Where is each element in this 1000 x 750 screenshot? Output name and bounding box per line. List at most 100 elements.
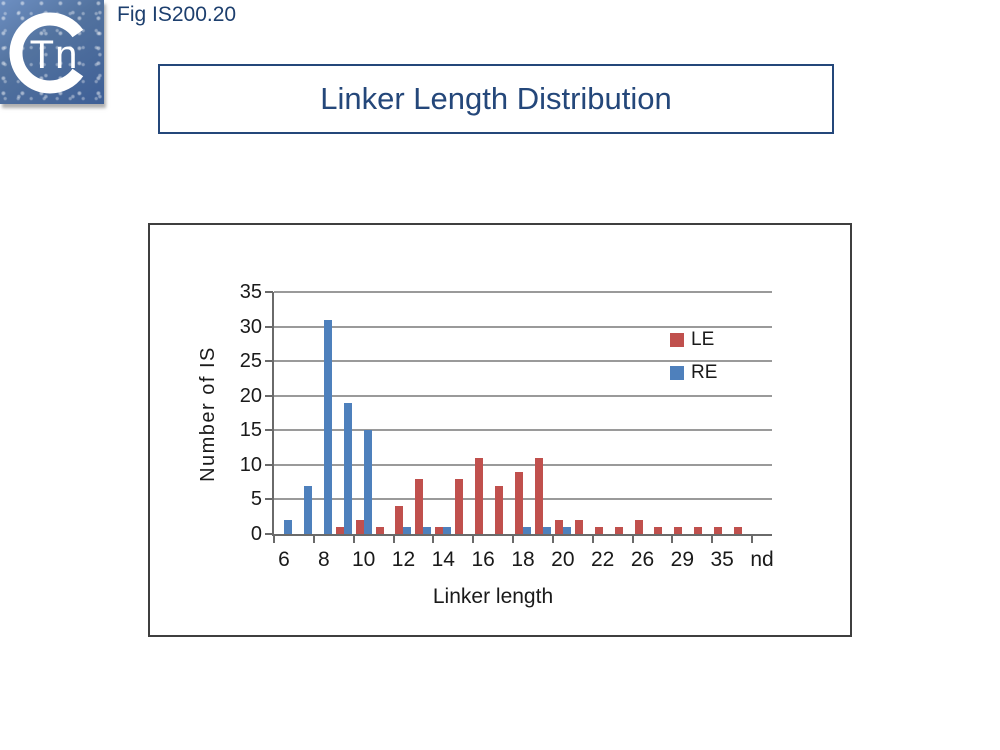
x-tick-4 [432, 536, 435, 543]
x-tick-10 [671, 536, 674, 543]
x-tick-label-nd: nd [750, 548, 774, 571]
gridline-35 [274, 291, 772, 293]
bar-le-29 [674, 527, 683, 534]
bar-le-17 [495, 486, 504, 534]
bar-le-14 [435, 527, 444, 534]
bar-le-15 [455, 479, 464, 534]
x-tick-label-22: 22 [590, 548, 615, 571]
x-axis-title: Linker length [432, 585, 554, 608]
x-tick-label-35: 35 [710, 548, 734, 571]
y-tick-5 [265, 498, 273, 501]
x-tick-label-20: 20 [551, 548, 575, 571]
legend-label-le: LE [691, 329, 715, 350]
bar-le-18 [515, 472, 523, 534]
x-tick-6 [512, 536, 515, 543]
x-tick-label-18: 18 [511, 548, 535, 571]
bar-re-7 [303, 486, 312, 534]
x-tick-11 [711, 536, 714, 543]
y-tick-label-10: 10 [239, 453, 262, 476]
gridline-5 [274, 498, 772, 501]
bar-le-21 [574, 520, 583, 534]
x-tick-1 [312, 536, 315, 543]
gridline-20 [274, 394, 772, 397]
x-tick-label-29: 29 [670, 548, 695, 571]
x-tick-7 [551, 536, 554, 543]
x-tick-0 [273, 536, 275, 543]
bar-re-9 [343, 403, 352, 534]
x-tick-9 [631, 536, 634, 543]
logo-c-ring-icon [9, 12, 91, 94]
bar-le-9 [335, 527, 344, 534]
legend-label-re: RE [691, 362, 718, 383]
y-tick-label-0: 0 [250, 523, 262, 545]
y-tick-25 [265, 360, 273, 363]
y-tick-15 [265, 429, 273, 432]
x-tick-label-12: 12 [391, 548, 416, 571]
y-tick-label-15: 15 [239, 419, 262, 442]
legend: LE RE [670, 329, 717, 395]
y-tick-35 [265, 291, 273, 293]
bar-le-26 [634, 520, 643, 534]
bar-re-20 [562, 527, 571, 534]
x-axis-line [272, 534, 772, 536]
y-tick-label-35: 35 [239, 281, 262, 303]
bar-re-6 [283, 520, 292, 534]
bar-le-35 [714, 527, 723, 534]
gridline-15 [274, 429, 772, 432]
gridline-25 [274, 360, 772, 363]
bar-re-18 [523, 527, 531, 534]
bar-le-slot19 [654, 527, 663, 534]
x-tick-label-6: 6 [278, 548, 290, 571]
bar-re-10 [363, 430, 372, 534]
x-tick-12 [751, 536, 754, 543]
x-tick-5 [472, 536, 475, 543]
bar-re-13 [423, 527, 432, 534]
y-axis-title: Number of IS [197, 346, 219, 482]
legend-swatch-le [670, 333, 684, 347]
x-tick-label-16: 16 [471, 548, 495, 571]
y-tick-20 [265, 394, 273, 397]
figure-label: Fig IS200.20 [117, 3, 237, 26]
bar-le-11 [375, 527, 384, 534]
bar-re-12 [403, 527, 412, 534]
chart-frame: 0 5 10 15 20 25 30 35 6 8 10 12 14 16 18 20 22 26 29 35 nd N… [148, 223, 852, 637]
y-tick-30 [265, 325, 273, 328]
isfinder-tn-logo: Tn [0, 0, 104, 104]
gridline-10 [274, 463, 772, 466]
bar-le-slot17 [614, 527, 623, 534]
bar-le-20 [554, 520, 563, 534]
logo-monogram: Tn [29, 33, 79, 77]
x-tick-label-10: 10 [351, 548, 376, 571]
x-tick-2 [352, 536, 355, 543]
legend-item-le: LE [670, 329, 717, 351]
bar-le-22 [594, 527, 603, 534]
legend-swatch-re [670, 366, 684, 380]
y-tick-10 [265, 463, 273, 466]
page-title: Linker Length Distribution [320, 81, 672, 116]
bar-re-19 [542, 527, 551, 534]
y-tick-label-30: 30 [239, 315, 262, 338]
gridline-30 [274, 325, 772, 328]
x-tick-label-8: 8 [317, 548, 330, 571]
title-box: Linker Length Distribution [158, 64, 834, 134]
bar-re-8 [323, 320, 332, 534]
bar-le-19 [534, 458, 543, 534]
y-tick-label-25: 25 [239, 350, 262, 373]
x-tick-label-14: 14 [431, 548, 455, 571]
y-tick-label-20: 20 [239, 384, 262, 407]
y-axis-line [272, 292, 274, 536]
bar-le-slot21 [694, 527, 703, 534]
bar-le-10 [355, 520, 364, 534]
legend-item-re: RE [670, 362, 717, 384]
x-tick-8 [591, 536, 594, 543]
y-tick-label-5: 5 [250, 488, 262, 511]
y-tick-0 [265, 533, 273, 535]
plot-area: 0 5 10 15 20 25 30 35 6 8 10 12 14 16 18 20 22 26 29 35 nd [150, 225, 850, 635]
bar-le-16 [475, 458, 484, 534]
x-tick-3 [392, 536, 395, 543]
bar-re-14 [443, 527, 452, 534]
bar-le-13 [415, 479, 424, 534]
bar-le-slot23 [734, 527, 743, 534]
bar-le-12 [395, 506, 404, 534]
